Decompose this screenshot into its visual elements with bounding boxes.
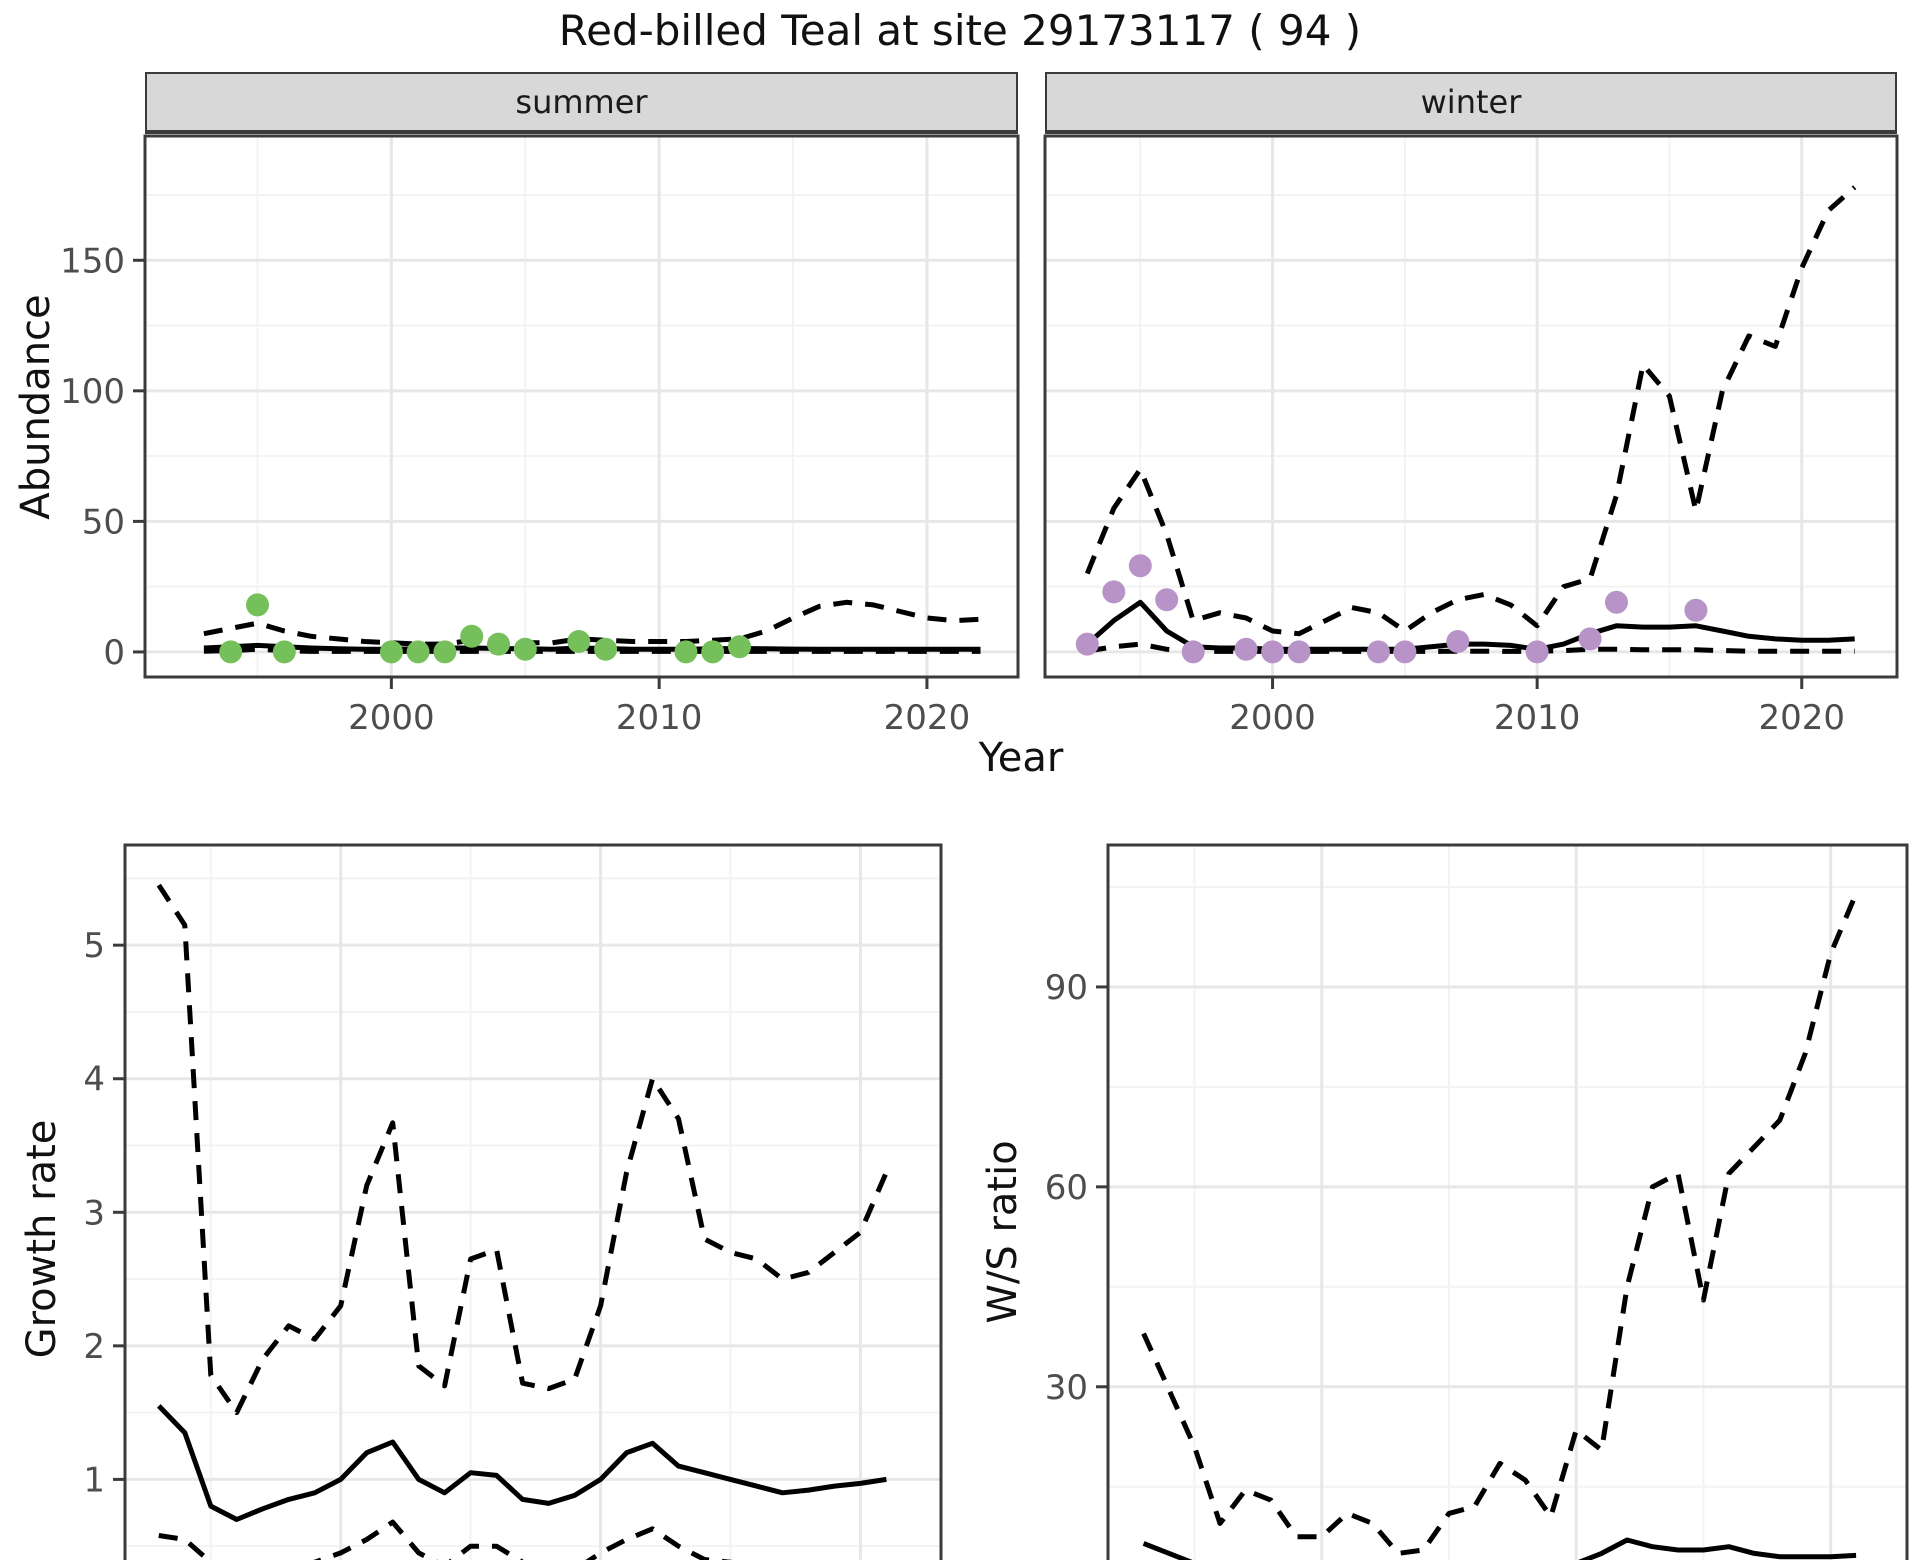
figure-title: Red-billed Teal at site 29173117 ( 94 ) xyxy=(558,6,1362,55)
observed-point xyxy=(379,640,403,664)
observed-point xyxy=(1128,554,1152,578)
panel-abundance-summer: 2000 2010 2020 0 50 100 150 xyxy=(60,134,1020,738)
observed-point xyxy=(1287,640,1311,664)
y-tick-label: 100 xyxy=(60,372,125,412)
y-tick-label: 1 xyxy=(83,1460,105,1500)
observed-point xyxy=(1684,598,1708,622)
facet-strip-winter-label: winter xyxy=(1420,83,1522,121)
x-tick-label: 2000 xyxy=(1229,698,1316,738)
observed-point xyxy=(272,640,296,664)
x-tick-label: 2010 xyxy=(1494,698,1581,738)
ws-ratio-axis-title: W/S ratio xyxy=(980,1140,1026,1324)
series-lower-95ci xyxy=(1086,641,1855,654)
observed-point xyxy=(1578,627,1602,651)
x-tick-label: 2020 xyxy=(884,698,971,738)
panel-border xyxy=(1106,843,1909,1560)
observed-point xyxy=(1446,630,1470,653)
y-tick-label: 30 xyxy=(1045,1368,1088,1408)
y-tick-label: 90 xyxy=(1045,968,1088,1008)
panel-border xyxy=(1043,134,1899,679)
observed-point xyxy=(433,640,457,664)
y-tick-label: 3 xyxy=(83,1193,105,1233)
observed-winter-counts xyxy=(1075,554,1708,664)
panel-ws-ratio: 2000201020200306090 xyxy=(1045,843,1909,1560)
observed-point xyxy=(728,635,751,659)
series-median xyxy=(1142,1537,1857,1560)
observed-point xyxy=(1366,640,1390,664)
facet-strip-summer: summer xyxy=(145,72,1018,134)
series-upper-95ci xyxy=(203,599,981,647)
observed-summer-counts xyxy=(219,593,751,664)
y-tick-label: 2 xyxy=(83,1327,105,1367)
series-upper-95ci xyxy=(1084,185,1857,637)
series-median xyxy=(203,642,981,652)
observed-point xyxy=(1234,637,1258,661)
series-median xyxy=(1085,599,1855,652)
facet-strip-summer-label: summer xyxy=(515,83,648,121)
observed-point xyxy=(487,632,510,656)
panel-growth-rate: 200020102020012345 xyxy=(83,843,943,1560)
y-tick-label: 150 xyxy=(60,241,125,281)
observed-point xyxy=(1075,632,1099,656)
x-tick-label: 2000 xyxy=(348,698,435,738)
series-upper-95ci xyxy=(156,883,889,1416)
observed-point xyxy=(406,640,430,664)
series-upper-95ci xyxy=(1141,892,1859,1556)
facet-strip-winter: winter xyxy=(1045,72,1897,134)
observed-point xyxy=(246,593,269,617)
x-tick-label: 2010 xyxy=(616,698,703,738)
top-year-axis-title: Year xyxy=(978,735,1064,781)
panel-border xyxy=(123,843,943,1560)
series-lower-95ci xyxy=(158,1519,733,1560)
y-tick-label: 50 xyxy=(82,502,125,542)
observed-point xyxy=(1393,640,1417,664)
y-tick-label: 60 xyxy=(1045,1168,1088,1208)
observed-point xyxy=(1181,640,1205,664)
observed-point xyxy=(674,640,698,664)
observed-point xyxy=(1605,590,1628,614)
growth-rate-axis-title: Growth rate xyxy=(19,1119,65,1359)
observed-point xyxy=(594,637,618,661)
observed-point xyxy=(460,624,484,648)
observed-point xyxy=(219,640,243,664)
y-tick-label: 0 xyxy=(103,633,125,673)
panel-border xyxy=(143,134,1020,679)
abundance-axis-title: Abundance xyxy=(13,294,59,520)
x-tick-label: 2020 xyxy=(1758,698,1845,738)
observed-point xyxy=(567,630,591,653)
observed-point xyxy=(513,637,537,661)
observed-point xyxy=(1102,580,1126,604)
observed-point xyxy=(701,640,725,664)
observed-point xyxy=(1155,588,1179,612)
observed-point xyxy=(1525,640,1549,664)
y-tick-label: 4 xyxy=(83,1060,105,1100)
panel-abundance-winter: 2000 2010 2020 xyxy=(1043,134,1899,738)
y-tick-label: 5 xyxy=(83,926,105,966)
series-median xyxy=(157,1404,887,1522)
observed-point xyxy=(1261,640,1285,664)
